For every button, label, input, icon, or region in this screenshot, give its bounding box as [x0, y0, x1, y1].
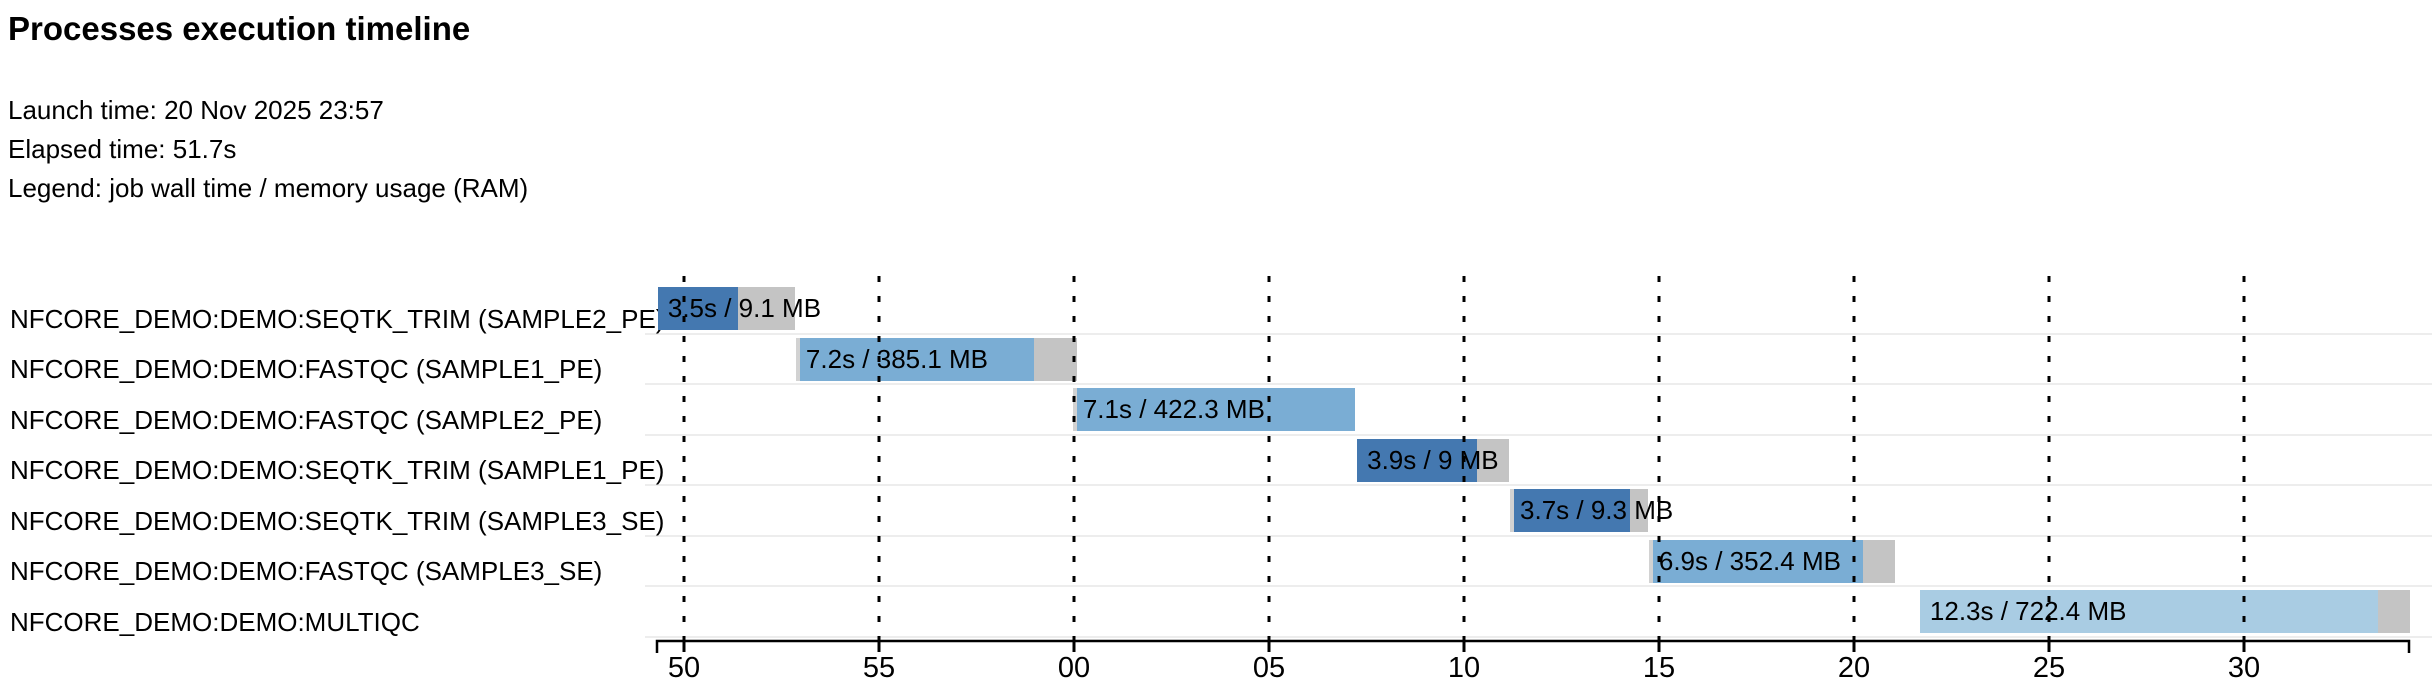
axis-tick-label: 20 — [1837, 652, 1871, 684]
bar-segment-run — [1919, 590, 2378, 633]
row-separator — [645, 534, 2432, 537]
process-label: NFCORE_DEMO:DEMO:SEQTK_TRIM (SAMPLE1_PE) — [10, 455, 665, 485]
axis-tick-label: 30 — [2227, 652, 2261, 684]
process-label: NFCORE_DEMO:DEMO:FASTQC (SAMPLE1_PE) — [10, 354, 603, 384]
task-bar[interactable]: 3.7s / 9.3 MB — [1510, 489, 1673, 532]
bar-segment-overhead — [1033, 337, 1077, 381]
task-bar[interactable]: 7.2s / 385.1 MB — [795, 337, 1077, 381]
bar-label: 3.5s / 9.1 MB — [667, 293, 822, 323]
row-separator — [645, 383, 2432, 385]
bar-label: 3.9s / 9 MB — [1367, 444, 1499, 475]
bar-segment-lead — [795, 337, 800, 381]
process-label: NFCORE_DEMO:DEMO:SEQTK_TRIM (SAMPLE2_PE) — [10, 303, 665, 334]
process-label: NFCORE_DEMO:DEMO:MULTIQC — [10, 606, 420, 637]
bar-label: 7.2s / 385.1 MB — [805, 343, 989, 374]
axis-tick-label: 05 — [1252, 652, 1286, 684]
legend-line: Legend: job wall time / memory usage (RA… — [8, 173, 529, 203]
bar-label: 12.3s / 722.4 MB — [1929, 596, 2127, 626]
run-info: Launch time: 20 Nov 2025 23:57 Elapsed t… — [8, 91, 528, 208]
task-bar[interactable]: 6.9s / 352.4 MB — [1648, 539, 1895, 583]
bar-label: 3.7s / 9.3 MB — [1520, 495, 1674, 525]
row-separator — [645, 433, 2432, 436]
process-label: NFCORE_DEMO:DEMO:SEQTK_TRIM (SAMPLE3_SE) — [10, 505, 665, 536]
bar-segment-overhead — [1862, 539, 1895, 583]
elapsed-time-line: Elapsed time: 51.7s — [8, 134, 237, 164]
process-label: NFCORE_DEMO:DEMO:FASTQC (SAMPLE3_SE) — [10, 556, 603, 586]
bar-label: 6.9s / 352.4 MB — [1658, 545, 1841, 576]
bar-segment-overhead — [1629, 489, 1648, 532]
bar-label: 7.1s / 422.3 MB — [1082, 394, 1265, 424]
bar-segment-overhead — [1477, 438, 1510, 482]
task-bar[interactable]: 3.5s / 9.1 MB — [657, 287, 821, 330]
launch-time-line: Launch time: 20 Nov 2025 23:57 — [8, 95, 384, 125]
page-title: Processes execution timeline — [8, 10, 471, 47]
row-separator — [645, 635, 2432, 638]
bar-segment-run — [657, 287, 738, 330]
bar-segment-run — [1076, 388, 1355, 431]
axis-tick-label: 15 — [1642, 652, 1676, 684]
bar-segment-overhead — [2377, 590, 2410, 633]
process-label: NFCORE_DEMO:DEMO:FASTQC (SAMPLE2_PE) — [10, 404, 603, 435]
bar-segment-run — [799, 337, 1034, 381]
axis-tick-label: 00 — [1057, 652, 1091, 684]
task-bar[interactable]: 12.3s / 722.4 MB — [1919, 590, 2410, 633]
task-bar[interactable]: 3.9s / 9 MB — [1357, 438, 1510, 482]
axis-tick-label: 50 — [667, 652, 701, 684]
bar-segment-lead — [1510, 489, 1514, 532]
task-bar[interactable]: 7.1s / 422.3 MB — [1072, 388, 1355, 431]
bar-segment-lead — [1648, 539, 1653, 583]
bar-segment-overhead — [737, 287, 795, 330]
bar-segment-run — [1357, 438, 1478, 482]
axis-tick-label: 25 — [2032, 652, 2066, 684]
bar-segment-run — [1513, 489, 1630, 532]
row-separator — [645, 484, 2432, 486]
row-separator — [645, 332, 2432, 335]
axis-tick-label: 55 — [862, 652, 896, 684]
bar-segment-run — [1652, 539, 1863, 583]
row-separator — [645, 585, 2432, 587]
axis-tick-label: 10 — [1447, 652, 1481, 684]
